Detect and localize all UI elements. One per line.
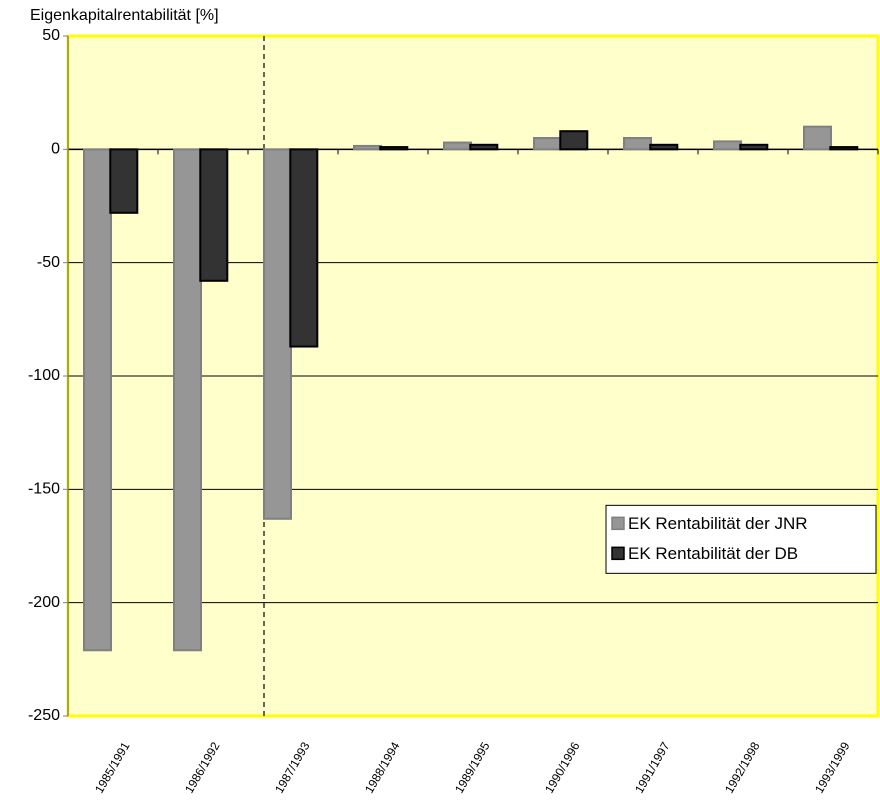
bar [379,146,409,151]
bar [353,144,382,151]
bar [649,143,679,151]
legend-box [605,504,877,574]
y-tick-label: 50 [42,27,60,44]
x-tick-label: 1988/1994 [362,739,403,795]
bar [83,148,112,652]
x-tick-label: 1987/1993 [272,739,313,795]
bar [469,143,499,151]
x-tick-label: 1989/1995 [452,739,493,795]
bar [559,130,589,151]
bar [443,141,472,151]
y-tick-label: -50 [37,254,60,271]
x-tick-label: 1993/1999 [812,739,853,795]
bar [173,148,202,652]
bar [533,137,562,151]
y-tick-label: -250 [28,707,60,724]
legend-swatch [611,546,625,561]
bar [263,148,292,520]
bar [829,146,859,151]
bar [109,148,139,214]
x-tick-label: 1986/1992 [182,739,223,795]
y-tick-label: -200 [28,594,60,611]
bar [739,143,769,151]
bar [803,125,832,151]
y-tick-label: -100 [28,367,60,384]
x-tick-label: 1985/1991 [92,739,133,795]
x-tick-label: 1991/1997 [632,739,673,795]
y-tick-label: -150 [28,481,60,498]
bar [199,148,229,282]
legend-label: EK Rentabilität der DB [628,544,798,563]
y-tick-label: 0 [51,141,60,158]
bar [289,148,319,348]
legend-swatch [611,516,625,531]
legend-label: EK Rentabilität der JNR [628,514,808,533]
y-axis-label: Eigenkapitalrentabilität [%] [30,7,219,24]
x-tick-label: 1990/1996 [542,739,583,795]
bar [623,137,652,151]
bar [713,140,742,151]
x-tick-label: 1992/1998 [722,739,763,795]
